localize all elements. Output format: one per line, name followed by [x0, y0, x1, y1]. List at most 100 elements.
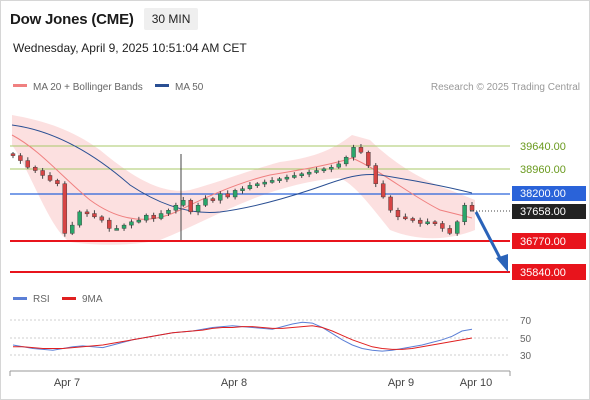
candle-body — [314, 170, 319, 173]
forecast-arrow-shaft — [474, 211, 504, 263]
rsi-tick-50: 50 — [520, 334, 532, 345]
candle-body — [84, 211, 90, 215]
candle-body — [462, 205, 467, 223]
candle-body — [240, 188, 245, 191]
candle-body — [425, 221, 430, 225]
x-tick-apr8: Apr 8 — [221, 377, 247, 389]
candle-body — [388, 196, 393, 211]
candle-body — [181, 200, 186, 206]
candle-body — [343, 157, 349, 165]
candle-body — [158, 213, 164, 219]
rsi-ma9-line — [13, 325, 473, 350]
x-tick-apr9: Apr 9 — [388, 377, 414, 389]
candle-body — [18, 155, 23, 161]
candle-body — [99, 216, 105, 221]
candle-body — [166, 210, 171, 214]
rsi-tick-70: 70 — [520, 316, 532, 327]
chart-header: Dow Jones (CME) 30 MIN — [10, 8, 199, 30]
candlestick-series — [10, 144, 475, 240]
candle-body — [269, 180, 275, 183]
level-label-38960: 38960.00 — [520, 164, 566, 176]
level-tag-38200 — [512, 186, 586, 201]
candle-body — [232, 190, 238, 198]
candle-body — [366, 152, 371, 166]
candle-body — [432, 221, 438, 225]
candle-body — [188, 200, 193, 213]
candle-body — [469, 205, 475, 211]
chart-datetime: Wednesday, April 9, 2025 10:51:04 AM CET — [13, 41, 247, 55]
candle-body — [70, 224, 75, 234]
candle-body — [373, 165, 378, 184]
candle-body — [107, 219, 112, 229]
candle-body — [55, 180, 60, 184]
ma50-line — [11, 124, 473, 214]
level-tag-35840 — [512, 264, 586, 280]
candle-body — [47, 175, 53, 181]
candle-body — [299, 173, 304, 177]
candle-body — [380, 183, 386, 198]
ma20-legend-label: MA 20 + Bollinger Bands — [33, 82, 143, 93]
candle-body — [10, 153, 16, 156]
level-tag-36770 — [512, 233, 586, 249]
x-tick-apr10: Apr 10 — [460, 377, 492, 389]
candle-body — [358, 147, 364, 153]
level-label-35840: 35840.00 — [520, 267, 566, 279]
ma9-legend-label: 9MA — [82, 294, 103, 305]
candle-body — [144, 214, 149, 221]
candle-body — [92, 213, 97, 218]
candle-body — [292, 175, 297, 178]
ma9-legend-swatch — [62, 297, 76, 300]
level-label-38200: 38200.00 — [520, 188, 566, 200]
candle-body — [440, 223, 445, 229]
candle-body — [447, 228, 452, 234]
candle-body — [114, 228, 119, 231]
forecast-arrow-head — [496, 254, 508, 272]
candle-body — [247, 185, 253, 189]
candle-body — [218, 193, 223, 201]
candle-body — [284, 176, 290, 180]
candle-body — [203, 198, 208, 206]
ma50-legend-swatch — [155, 84, 169, 87]
candle-body — [410, 218, 415, 221]
level-label-last: 37658.00 — [520, 206, 566, 218]
rsi-legend-swatch — [13, 297, 27, 300]
candle-body — [33, 166, 38, 171]
candle-body — [262, 181, 267, 185]
ma20-line — [11, 134, 473, 220]
rsi-tick-30: 30 — [520, 351, 532, 362]
candle-body — [151, 214, 156, 219]
candle-body — [417, 219, 423, 224]
candle-body — [210, 198, 216, 201]
candle-body — [277, 178, 282, 181]
copyright-text: Research © 2025 Trading Central — [431, 82, 580, 93]
interval-badge[interactable]: 30 MIN — [143, 8, 199, 30]
candle-body — [395, 210, 401, 218]
rsi-legend-label: RSI — [33, 294, 50, 305]
candle-body — [121, 224, 127, 229]
candle-body — [195, 205, 201, 213]
candle-body — [129, 221, 134, 226]
level-label-39640: 39640.00 — [520, 141, 566, 153]
candle-body — [136, 219, 142, 223]
candle-body — [255, 183, 260, 186]
candle-body — [77, 211, 82, 226]
candle-body — [336, 163, 341, 168]
candle-body — [454, 221, 460, 234]
ma20-legend-swatch — [13, 84, 27, 87]
candle-body — [321, 168, 327, 172]
level-label-36770: 36770.00 — [520, 236, 566, 248]
candle-body — [306, 171, 312, 175]
candle-body — [225, 193, 230, 198]
x-tick-apr7: Apr 7 — [54, 377, 80, 389]
instrument-title: Dow Jones (CME) — [10, 10, 134, 28]
level-tag-last — [512, 204, 586, 219]
candle-body — [25, 160, 31, 168]
candle-body — [173, 205, 179, 211]
candle-body — [351, 147, 356, 158]
candle-body — [329, 166, 334, 170]
ma50-legend-label: MA 50 — [175, 82, 204, 93]
candle-body — [40, 170, 45, 176]
candle-body — [62, 183, 68, 234]
candle-body — [403, 216, 408, 220]
